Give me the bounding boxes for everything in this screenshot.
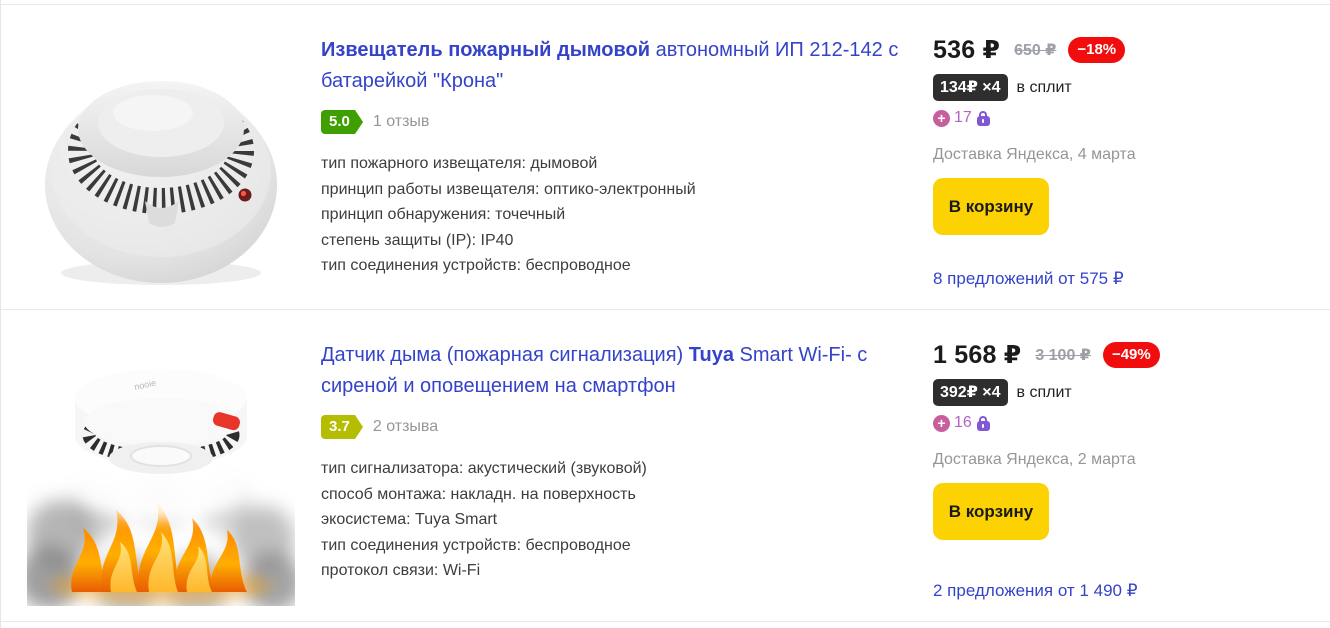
product-image-cell (11, 33, 311, 289)
discount-badge: −18% (1068, 37, 1126, 63)
spec-line: принцип обнаружения: точечный (321, 206, 566, 223)
product-title-rest: Smart Wi-Fi- с сиреной и оповещением на … (321, 344, 868, 397)
product-title-bold: Tuya (688, 344, 734, 366)
current-price: 536 ₽ (933, 36, 1001, 64)
lock-icon (976, 415, 990, 431)
product-title-bold: Извещатель пожарный дымовой (321, 39, 651, 61)
price-row: 1 568 ₽ 3 100 ₽ −49% (933, 340, 1300, 370)
rating-row: 3.7 2 отзыва (321, 415, 933, 439)
purchase-panel: 1 568 ₽ 3 100 ₽ −49% 392₽ ×4 в сплит + 1… (933, 338, 1300, 601)
product-image-cell: nooie (11, 338, 311, 606)
svg-text:nooie: nooie (133, 378, 157, 392)
plus-points-row: + 17 (933, 109, 1300, 127)
product-card: Извещатель пожарный дымовой автономный И… (1, 5, 1330, 310)
spec-line: тип пожарного извещателя: дымовой (321, 155, 598, 172)
price-row: 536 ₽ 650 ₽ −18% (933, 35, 1300, 65)
rating-badge[interactable]: 3.7 (321, 415, 363, 439)
split-label: в сплит (1016, 78, 1072, 96)
spec-line: экосистема: Tuya Smart (321, 511, 498, 528)
old-price: 650 ₽ (1014, 42, 1057, 59)
split-payment-badge: 392₽ ×4 (933, 379, 1008, 406)
delivery-info: Доставка Яндекса, 2 марта (933, 451, 1136, 468)
spec-line: тип соединения устройств: беспроводное (321, 536, 631, 554)
spec-line: принцип работы извещателя: оптико-электр… (321, 180, 696, 198)
plus-points-value: 16 (954, 414, 972, 431)
split-row: 392₽ ×4 в сплит (933, 379, 1300, 406)
delivery-info: Доставка Яндекса, 4 марта (933, 146, 1136, 163)
add-to-cart-button[interactable]: В корзину (933, 178, 1049, 235)
purchase-panel: 536 ₽ 650 ₽ −18% 134₽ ×4 в сплит + 17 До… (933, 33, 1300, 289)
more-offers-link[interactable]: 8 предложений от 575 ₽ (933, 269, 1124, 288)
rating-row: 5.0 1 отзыв (321, 110, 933, 134)
product-specs: тип пожарного извещателя: дымовой принци… (321, 151, 933, 279)
spec-line: тип соединения устройств: беспроводное (321, 257, 631, 274)
yandex-plus-icon: + (933, 109, 950, 127)
yandex-plus-icon: + (933, 414, 950, 432)
split-label: в сплит (1016, 383, 1072, 401)
rating-badge[interactable]: 5.0 (321, 110, 363, 134)
reviews-link[interactable]: 1 отзыв (372, 113, 430, 130)
product-specs: тип сигнализатора: акустический (звуково… (321, 456, 933, 584)
product-title-link[interactable]: Извещатель пожарный дымовой автономный И… (321, 35, 906, 97)
spec-line: степень защиты (IP): IP40 (321, 231, 514, 249)
product-info: Датчик дыма (пожарная сигнализация) Tuya… (311, 338, 933, 601)
split-payment-badge: 134₽ ×4 (933, 74, 1008, 101)
product-image-smoke-detector[interactable] (27, 33, 295, 295)
more-offers-link[interactable]: 2 предложения от 1 490 ₽ (933, 581, 1138, 600)
product-title-pre: Датчик дыма (пожарная сигнализация) (321, 344, 689, 366)
spec-line: протокол связи: Wi-Fi (321, 562, 481, 579)
product-title-link[interactable]: Датчик дыма (пожарная сигнализация) Tuya… (321, 340, 906, 402)
current-price: 1 568 ₽ (933, 341, 1022, 369)
product-image-smoke-detector-fire[interactable]: nooie (27, 338, 295, 606)
product-info: Извещатель пожарный дымовой автономный И… (311, 33, 933, 289)
lock-icon (976, 110, 990, 126)
spec-line: способ монтажа: накладн. на поверхность (321, 485, 636, 503)
discount-badge: −49% (1102, 342, 1160, 368)
plus-points-row: + 16 (933, 414, 1300, 432)
spec-line: тип сигнализатора: акустический (звуково… (321, 460, 647, 477)
plus-points-value: 17 (954, 109, 972, 126)
product-title-rest: автономный ИП 212-142 с батарейкой "Крон… (321, 39, 899, 92)
reviews-link[interactable]: 2 отзыва (372, 418, 439, 435)
old-price: 3 100 ₽ (1035, 347, 1091, 364)
add-to-cart-button[interactable]: В корзину (933, 483, 1049, 540)
split-row: 134₽ ×4 в сплит (933, 74, 1300, 101)
product-card: nooie Датчик дыма (пожарная сигнализация… (1, 310, 1330, 622)
